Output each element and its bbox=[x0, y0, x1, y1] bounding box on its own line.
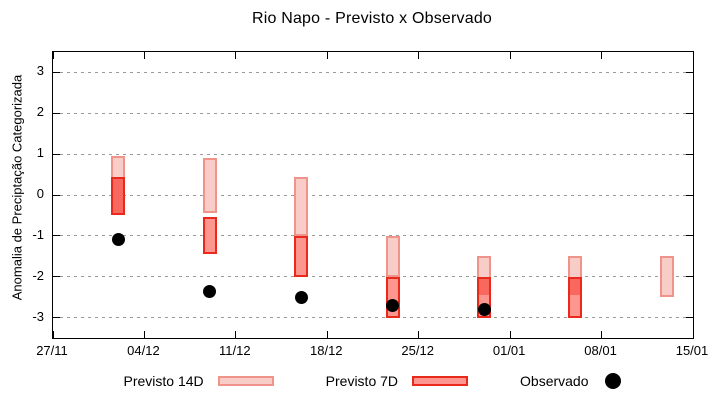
x-tick-mark bbox=[509, 52, 511, 59]
x-tick-mark bbox=[418, 331, 420, 338]
bar-previsto-7d bbox=[202, 217, 217, 255]
legend-label-observado: Observado bbox=[520, 373, 589, 389]
y-tick-mark bbox=[686, 276, 693, 278]
y-tick-label: -2 bbox=[32, 267, 44, 283]
x-tick-mark bbox=[52, 52, 54, 59]
x-tick-label: 25/12 bbox=[401, 343, 434, 358]
observado-dot bbox=[203, 284, 217, 298]
legend: Previsto 14D Previsto 7D Observado bbox=[52, 368, 692, 394]
legend-label-previsto-14d: Previsto 14D bbox=[123, 373, 204, 389]
y-tick-mark bbox=[686, 235, 693, 237]
legend-label-previsto-7d: Previsto 7D bbox=[325, 373, 399, 389]
y-tick-mark bbox=[53, 235, 60, 237]
observado-dot bbox=[386, 298, 400, 312]
y-tick-mark bbox=[53, 112, 60, 114]
gridline bbox=[53, 194, 693, 196]
y-tick-mark bbox=[686, 194, 693, 196]
x-tick-mark bbox=[143, 52, 145, 59]
gridline bbox=[53, 112, 693, 114]
y-tick-label: -3 bbox=[32, 308, 44, 324]
x-tick-mark bbox=[143, 331, 145, 338]
observado-dot bbox=[477, 302, 491, 316]
x-tick-mark bbox=[326, 331, 328, 338]
bar-previsto-7d bbox=[294, 235, 309, 277]
bar-previsto-14d bbox=[659, 256, 674, 298]
x-tick-label: 18/12 bbox=[310, 343, 343, 358]
gridline bbox=[53, 71, 693, 73]
x-tick-label: 11/12 bbox=[219, 343, 251, 358]
x-tick-mark bbox=[235, 331, 237, 338]
chart-title: Rio Napo - Previsto x Observado bbox=[251, 10, 493, 27]
observado-dot bbox=[111, 233, 125, 247]
bar-previsto-14d bbox=[385, 235, 400, 277]
bar-previsto-14d bbox=[294, 176, 309, 236]
plot-area bbox=[52, 51, 694, 339]
x-tick-mark bbox=[692, 331, 694, 338]
gridline bbox=[53, 317, 693, 319]
x-tick-mark bbox=[418, 52, 420, 59]
y-tick-mark bbox=[53, 317, 60, 319]
x-tick-mark bbox=[601, 52, 603, 59]
x-tick-label: 01/01 bbox=[492, 343, 526, 358]
previsto-7d-swatch-icon bbox=[412, 376, 469, 386]
y-tick-mark bbox=[686, 317, 693, 319]
y-tick-mark bbox=[53, 153, 60, 155]
bar-overlap-14d-7d bbox=[113, 178, 124, 214]
x-tick-mark bbox=[235, 52, 237, 59]
x-tick-label: 04/12 bbox=[127, 343, 160, 358]
y-tick-mark bbox=[53, 194, 60, 196]
x-tick-label: 15/01 bbox=[675, 343, 709, 358]
y-tick-label: 3 bbox=[36, 63, 44, 79]
bar-overlap-14d-7d bbox=[479, 278, 490, 296]
legend-item-previsto-14d: Previsto 14D bbox=[124, 373, 274, 389]
y-tick-label: 2 bbox=[36, 104, 44, 120]
legend-item-observado: Observado bbox=[520, 373, 621, 389]
y-tick-mark bbox=[686, 153, 693, 155]
previsto-14d-swatch-icon bbox=[217, 376, 274, 386]
legend-item-previsto-7d: Previsto 7D bbox=[325, 373, 469, 389]
gridline bbox=[53, 235, 693, 237]
x-tick-label: 27/11 bbox=[36, 343, 68, 358]
y-tick-mark bbox=[53, 71, 60, 73]
observado-dot-icon bbox=[604, 373, 621, 389]
bar-previsto-14d bbox=[202, 158, 217, 214]
y-tick-mark bbox=[686, 112, 693, 114]
x-tick-label: 08/01 bbox=[584, 343, 617, 358]
y-tick-label: -1 bbox=[32, 226, 44, 242]
y-tick-label: 0 bbox=[36, 186, 44, 201]
bar-overlap-14d-7d bbox=[570, 278, 581, 296]
x-tick-mark bbox=[601, 331, 603, 338]
gridline bbox=[53, 153, 693, 155]
x-tick-mark bbox=[326, 52, 328, 59]
x-tick-mark bbox=[692, 52, 694, 59]
x-tick-mark bbox=[52, 331, 54, 338]
y-tick-label: 1 bbox=[36, 145, 44, 161]
y-tick-mark bbox=[686, 71, 693, 73]
observado-dot bbox=[294, 290, 308, 304]
x-tick-mark bbox=[509, 331, 511, 338]
y-tick-mark bbox=[53, 276, 60, 278]
gridline bbox=[53, 276, 693, 278]
